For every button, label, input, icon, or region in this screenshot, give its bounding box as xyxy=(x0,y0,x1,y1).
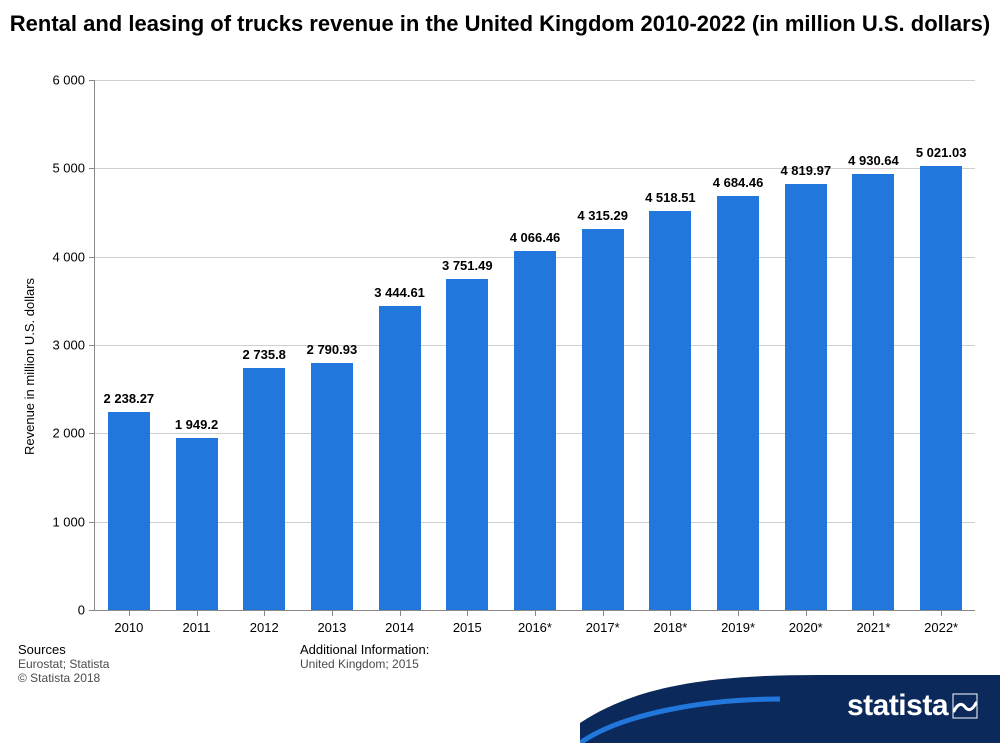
y-tick-label: 5 000 xyxy=(52,161,85,176)
y-tick-label: 6 000 xyxy=(52,73,85,88)
x-tick xyxy=(197,610,198,616)
bar xyxy=(649,211,691,610)
statista-logo: statista xyxy=(580,653,1000,743)
x-category-label: 2013 xyxy=(298,620,366,635)
x-category-label: 2011 xyxy=(163,620,231,635)
bar xyxy=(717,196,759,610)
x-tick xyxy=(941,610,942,616)
x-category-label: 2010 xyxy=(95,620,163,635)
bar-value-label: 4 066.46 xyxy=(495,230,575,245)
y-axis-line xyxy=(94,80,95,610)
bar-value-label: 5 021.03 xyxy=(901,145,981,160)
sources-heading: Sources xyxy=(18,642,109,657)
bar-value-label: 2 790.93 xyxy=(292,342,372,357)
bar xyxy=(243,368,285,610)
x-tick xyxy=(467,610,468,616)
bar xyxy=(176,438,218,610)
gridline xyxy=(95,80,975,81)
x-tick xyxy=(400,610,401,616)
additional-text: United Kingdom; 2015 xyxy=(300,657,429,671)
bar-value-label: 3 444.61 xyxy=(360,285,440,300)
x-tick xyxy=(873,610,874,616)
y-axis-title: Revenue in million U.S. dollars xyxy=(22,278,37,455)
x-category-label: 2021* xyxy=(840,620,908,635)
x-category-label: 2016* xyxy=(501,620,569,635)
x-tick xyxy=(129,610,130,616)
bar xyxy=(311,363,353,610)
x-tick xyxy=(738,610,739,616)
bar-value-label: 2 238.27 xyxy=(89,391,169,406)
y-tick-label: 2 000 xyxy=(52,426,85,441)
plot-area: 01 0002 0003 0004 0005 0006 0002 238.272… xyxy=(95,80,975,610)
bar-value-label: 4 518.51 xyxy=(630,190,710,205)
bar xyxy=(446,279,488,610)
y-tick-label: 0 xyxy=(78,603,85,618)
bar xyxy=(108,412,150,610)
footer-sources: Sources Eurostat; Statista © Statista 20… xyxy=(18,642,109,685)
bar-value-label: 1 949.2 xyxy=(157,417,237,432)
bar xyxy=(379,306,421,610)
y-tick-label: 4 000 xyxy=(52,249,85,264)
bar xyxy=(852,174,894,610)
y-axis-title-text: Revenue in million U.S. dollars xyxy=(22,278,37,455)
sources-text: Eurostat; Statista xyxy=(18,657,109,671)
x-category-label: 2020* xyxy=(772,620,840,635)
x-category-label: 2019* xyxy=(704,620,772,635)
x-category-label: 2014 xyxy=(366,620,434,635)
logo-wave-icon xyxy=(952,693,978,719)
logo-text: statista xyxy=(847,689,948,723)
x-category-label: 2017* xyxy=(569,620,637,635)
bar xyxy=(785,184,827,610)
x-category-label: 2022* xyxy=(907,620,975,635)
copyright-text: © Statista 2018 xyxy=(18,671,109,685)
bar xyxy=(514,251,556,610)
x-tick xyxy=(670,610,671,616)
x-category-label: 2018* xyxy=(637,620,705,635)
bar-value-label: 3 751.49 xyxy=(427,258,507,273)
x-tick xyxy=(535,610,536,616)
y-tick-label: 3 000 xyxy=(52,338,85,353)
chart-title: Rental and leasing of trucks revenue in … xyxy=(0,10,1000,38)
x-tick xyxy=(332,610,333,616)
bar xyxy=(920,166,962,610)
x-category-label: 2015 xyxy=(433,620,501,635)
footer-additional: Additional Information: United Kingdom; … xyxy=(300,642,429,671)
x-tick xyxy=(806,610,807,616)
bar-value-label: 4 315.29 xyxy=(563,208,643,223)
y-tick-label: 1 000 xyxy=(52,514,85,529)
x-category-label: 2012 xyxy=(230,620,298,635)
x-tick xyxy=(603,610,604,616)
x-tick xyxy=(264,610,265,616)
bar xyxy=(582,229,624,610)
additional-heading: Additional Information: xyxy=(300,642,429,657)
